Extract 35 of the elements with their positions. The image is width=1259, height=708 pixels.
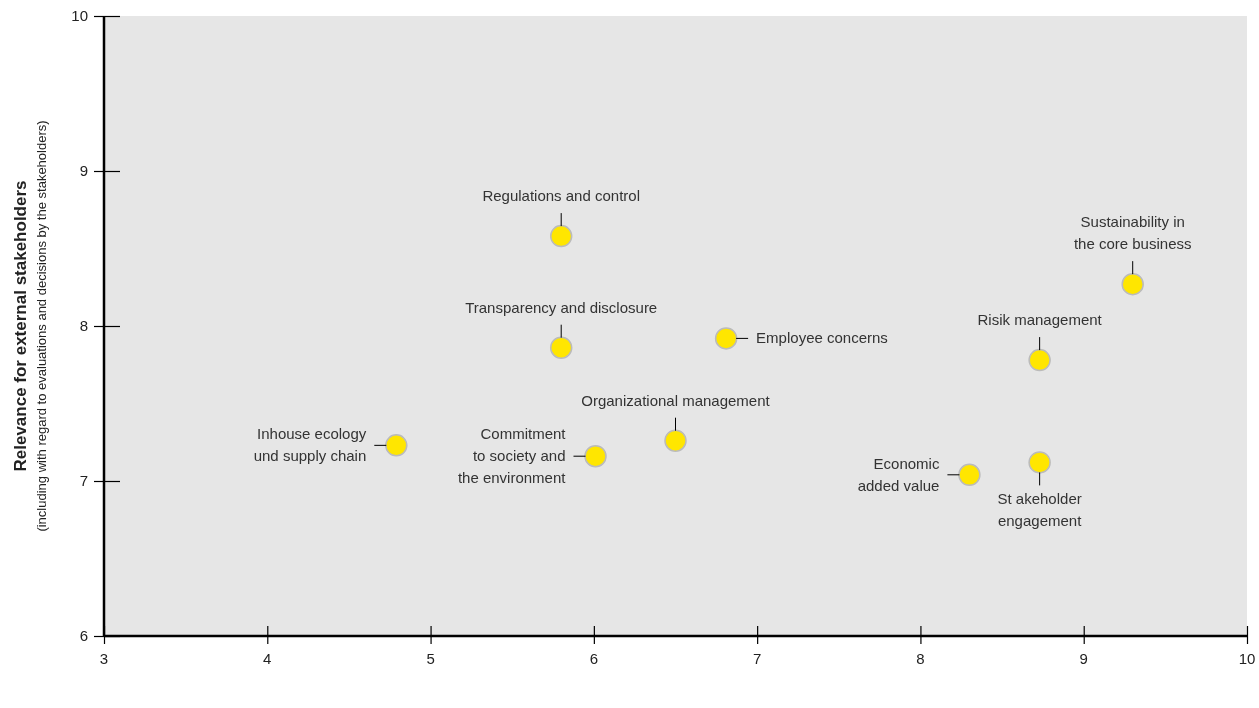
point [664, 429, 687, 452]
point [584, 444, 607, 468]
x-tick-label: 4 [263, 650, 272, 667]
x-tick-label: 3 [99, 650, 109, 667]
point [385, 434, 408, 457]
x-tick-label: 8 [916, 650, 925, 667]
annotation: Transparency and disclosure [465, 298, 658, 316]
annotation: Inhouse ecology und supply chain [253, 425, 367, 465]
point [549, 336, 573, 359]
point [1028, 348, 1051, 372]
y-tick-label: 6 [79, 627, 88, 644]
point [714, 327, 738, 350]
annotation: Risik management [977, 311, 1103, 329]
y-axis-title: Relevance for external stakeholders [11, 180, 30, 472]
y-tick-label: 8 [79, 317, 88, 334]
point [549, 224, 573, 248]
annotation: Sustainability in the core business [1073, 213, 1192, 253]
annotation: Regulations and control [482, 187, 640, 205]
x-tick-label: 5 [426, 650, 435, 667]
annotation: St akeholder engagement [997, 490, 1083, 530]
annotation: Organizational management [581, 391, 771, 409]
x-tick-label: 7 [752, 650, 762, 667]
annotation: Economic added value [857, 454, 940, 494]
point [1028, 451, 1051, 474]
x-tick-label: 6 [589, 650, 599, 667]
y-tick-label: 7 [79, 472, 88, 489]
point [958, 463, 981, 487]
text: (including with regard to evaluations and decisions by the stakeholders) [34, 120, 49, 532]
x-tick-label: 9 [1079, 650, 1088, 667]
x-tick-label: 10 [1238, 650, 1256, 667]
y-tick-label: 9 [79, 162, 88, 179]
annotation: Employee concerns [756, 329, 888, 347]
point [1121, 272, 1144, 296]
annotation: Commitment to society and the environment [457, 425, 567, 487]
y-tick-label: 10 [71, 7, 88, 24]
